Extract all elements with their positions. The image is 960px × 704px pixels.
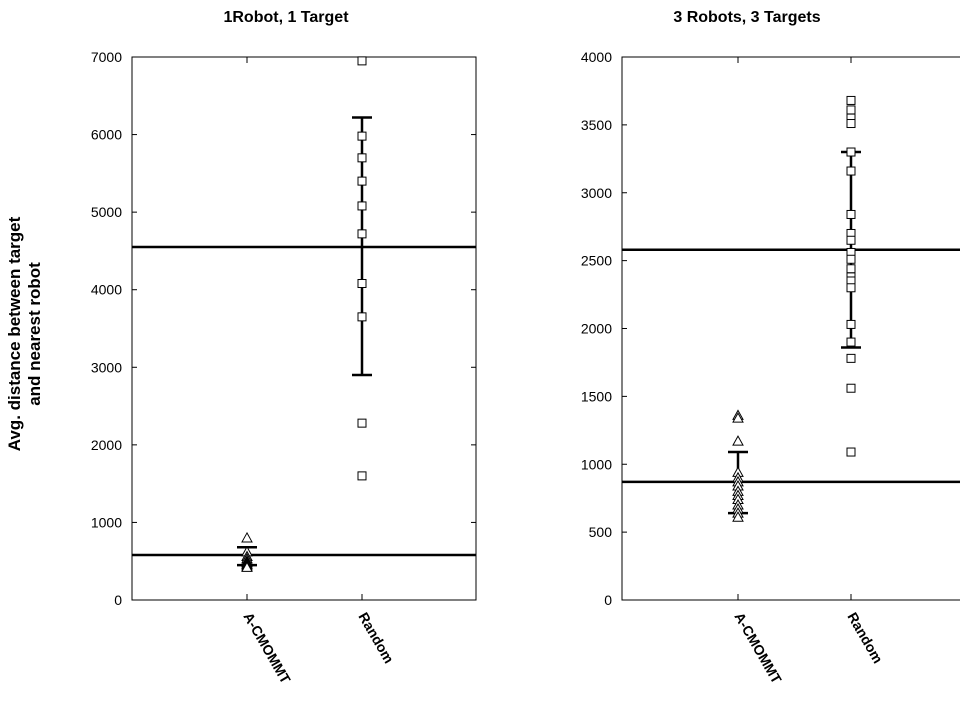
y-axis-label-line1: Avg. distance between target [5,216,24,451]
data-point-square [357,312,367,322]
data-point-square [357,279,367,289]
data-point-square [846,166,856,176]
data-point-square [846,95,856,105]
data-point-square [846,147,856,157]
data-point-square [846,319,856,329]
data-point-triangle [241,531,253,543]
data-point-triangle [241,561,253,572]
data-point-square [357,176,367,186]
chart-title: 3 Robots, 3 Targets [673,9,820,26]
data-point-triangle [732,412,744,423]
data-point-square [357,131,367,141]
y-tick-label: 2000 [91,437,122,453]
data-point-triangle [732,511,744,522]
data-point-square [357,229,367,239]
data-point-square [846,264,856,274]
chart-title: 1Robot, 1 Target [223,9,349,26]
x-category-label: Random [844,610,886,666]
y-tick-label: 1500 [581,388,612,404]
y-axis-label-line2: and nearest robot [25,262,44,406]
y-tick-label: 3500 [581,117,612,133]
y-tick-label: 4000 [91,282,122,298]
data-point-square [357,153,367,163]
data-point-square [846,235,856,245]
chart-1robot-1target: 1Robot, 1 Target 0 1000 2000 3000 4000 5000 600… [91,9,477,687]
data-point-triangle [732,435,744,446]
data-point-square [357,56,367,66]
plot-frame [621,56,960,601]
data-point-square [357,471,367,481]
y-tick-label: 0 [114,592,122,608]
chart-3robots-3targets: 3 Robots, 3 Targets 0 500 1000 1500 2000 2500 3… [581,9,960,687]
data-point-square [846,283,856,293]
y-tick-label: 7000 [91,49,122,65]
data-point-square [846,119,856,129]
x-category-label: A-CMOMMT [240,610,294,687]
y-tick-label: 2000 [581,321,612,337]
y-tick-label: 3000 [91,359,122,375]
y-tick-label: 6000 [91,127,122,143]
data-point-square [357,418,367,428]
y-tick-label: 500 [589,524,613,540]
y-tick-label: 2500 [581,253,612,269]
data-point-square [846,105,856,115]
y-tick-label: 1000 [581,456,612,472]
x-category-label: A-CMOMMT [731,610,785,687]
data-point-square [846,383,856,393]
data-point-square [846,337,856,347]
y-tick-label: 3000 [581,185,612,201]
data-point-square [846,447,856,457]
data-point-square [357,201,367,211]
plot-frame [131,56,477,601]
x-category-label: Random [355,610,397,666]
y-tick-label: 0 [604,592,612,608]
y-tick-label: 5000 [91,204,122,220]
data-point-square [846,254,856,264]
y-tick-label: 1000 [91,514,122,530]
data-point-square [846,209,856,219]
data-point-square [846,353,856,363]
y-tick-label: 4000 [581,49,612,65]
